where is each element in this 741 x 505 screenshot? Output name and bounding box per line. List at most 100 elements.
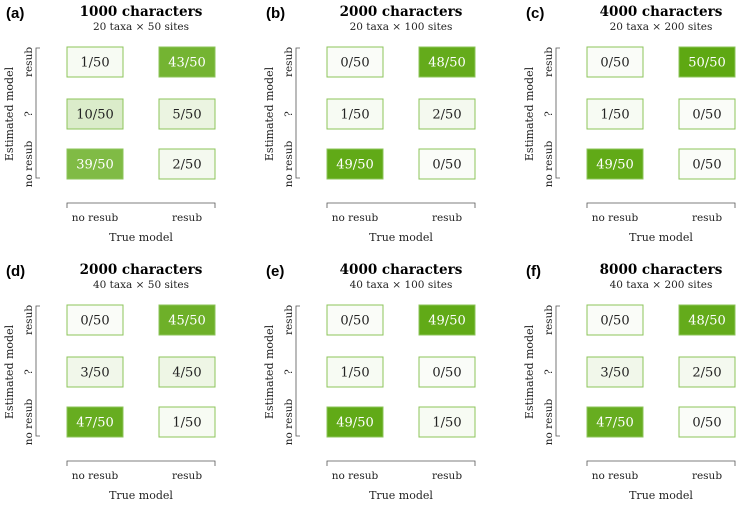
panel-subtitle: 20 taxa × 50 sites: [93, 21, 189, 33]
x-axis-line: [586, 202, 736, 208]
cell-value-label: 0/50: [340, 314, 369, 329]
panel-letter: (a): [6, 5, 24, 22]
x-axis-title: True model: [629, 231, 693, 244]
cell-value-label: 0/50: [80, 314, 109, 329]
panel-letter: (e): [266, 263, 284, 280]
y-tick-label: resub: [543, 47, 555, 77]
y-axis-line: [295, 305, 300, 437]
heatmap-cell: [418, 98, 476, 130]
x-tick-label: resub: [432, 212, 462, 224]
heatmap-cell: [158, 148, 216, 180]
panel-letter: (f): [526, 263, 541, 280]
panel-title: 1000 characters: [80, 4, 203, 20]
heatmap-cell: [66, 406, 124, 438]
y-tick-label: ?: [543, 111, 555, 117]
x-tick-label: resub: [692, 470, 722, 482]
y-tick-label: resub: [283, 47, 295, 77]
x-axis-line: [326, 460, 476, 466]
x-tick-label: no resub: [72, 212, 119, 224]
panel-subtitle: 20 taxa × 200 sites: [610, 21, 713, 33]
x-axis-line: [66, 460, 216, 466]
y-tick-label: resub: [283, 305, 295, 335]
heatmap-cell: [678, 98, 736, 130]
cell-value-label: 1/50: [172, 416, 201, 431]
x-axis-title: True model: [369, 489, 433, 502]
panel-subtitle: 40 taxa × 50 sites: [93, 279, 189, 291]
cell-value-label: 48/50: [428, 56, 465, 71]
cell-value-label: 1/50: [432, 416, 461, 431]
heatmap-cell: [418, 304, 476, 336]
x-axis-title: True model: [109, 489, 173, 502]
cell-value-label: 39/50: [76, 158, 113, 173]
cell-value-label: 0/50: [340, 56, 369, 71]
heatmap-cell: [66, 148, 124, 180]
x-tick-label: resub: [432, 470, 462, 482]
cell-value-label: 2/50: [172, 158, 201, 173]
cell-value-label: 1/50: [340, 366, 369, 381]
cell-value-label: 47/50: [596, 416, 633, 431]
panel-subtitle: 40 taxa × 100 sites: [350, 279, 453, 291]
x-axis-title: True model: [369, 231, 433, 244]
cell-value-label: 0/50: [600, 314, 629, 329]
x-tick-label: resub: [172, 212, 202, 224]
heatmap-cell: [678, 148, 736, 180]
y-tick-label: no resub: [543, 398, 555, 445]
cell-value-label: 50/50: [688, 56, 725, 71]
x-tick-label: resub: [692, 212, 722, 224]
y-tick-label: resub: [543, 305, 555, 335]
cell-value-label: 0/50: [692, 108, 721, 123]
heatmap-cell: [586, 356, 644, 388]
panel-title: 2000 characters: [340, 4, 463, 20]
heatmap-cell: [678, 46, 736, 78]
cell-value-label: 49/50: [336, 416, 373, 431]
x-tick-label: no resub: [332, 212, 379, 224]
y-axis-title: Estimated model: [263, 324, 276, 419]
x-axis-title: True model: [109, 231, 173, 244]
heatmap-cell: [326, 98, 384, 130]
y-axis-title: Estimated model: [263, 66, 276, 161]
y-axis-line: [555, 305, 560, 437]
cell-value-label: 49/50: [596, 158, 633, 173]
heatmap-cell: [326, 406, 384, 438]
cell-value-label: 45/50: [168, 314, 205, 329]
y-tick-label: no resub: [23, 398, 35, 445]
panel-subtitle: 20 taxa × 100 sites: [350, 21, 453, 33]
x-axis-line: [66, 202, 216, 208]
y-axis-line: [555, 47, 560, 179]
y-axis-line: [35, 305, 40, 437]
cell-value-label: 10/50: [76, 108, 113, 123]
heatmap-cell: [158, 406, 216, 438]
cell-value-label: 47/50: [76, 416, 113, 431]
y-tick-label: no resub: [23, 140, 35, 187]
heatmap-cell: [158, 46, 216, 78]
heatmap-cell: [586, 406, 644, 438]
heatmap-cell: [326, 148, 384, 180]
heatmap-cell: [66, 356, 124, 388]
x-tick-label: no resub: [72, 470, 119, 482]
cell-value-label: 0/50: [692, 158, 721, 173]
x-tick-label: resub: [172, 470, 202, 482]
cell-value-label: 1/50: [340, 108, 369, 123]
y-axis-title: Estimated model: [3, 66, 16, 161]
panel-letter: (c): [526, 5, 544, 22]
y-tick-label: resub: [23, 305, 35, 335]
heatmap-cell: [326, 304, 384, 336]
y-tick-label: ?: [283, 111, 295, 117]
heatmap-cell: [678, 304, 736, 336]
x-axis-line: [326, 202, 476, 208]
cell-value-label: 4/50: [172, 366, 201, 381]
heatmap-cell: [586, 46, 644, 78]
cell-value-label: 0/50: [692, 416, 721, 431]
panel-title: 4000 characters: [340, 262, 463, 278]
x-tick-label: no resub: [332, 470, 379, 482]
panel-letter: (d): [6, 263, 25, 280]
heatmap-cell: [678, 406, 736, 438]
heatmap-cell: [66, 46, 124, 78]
cell-value-label: 2/50: [432, 108, 461, 123]
cell-value-label: 0/50: [432, 158, 461, 173]
